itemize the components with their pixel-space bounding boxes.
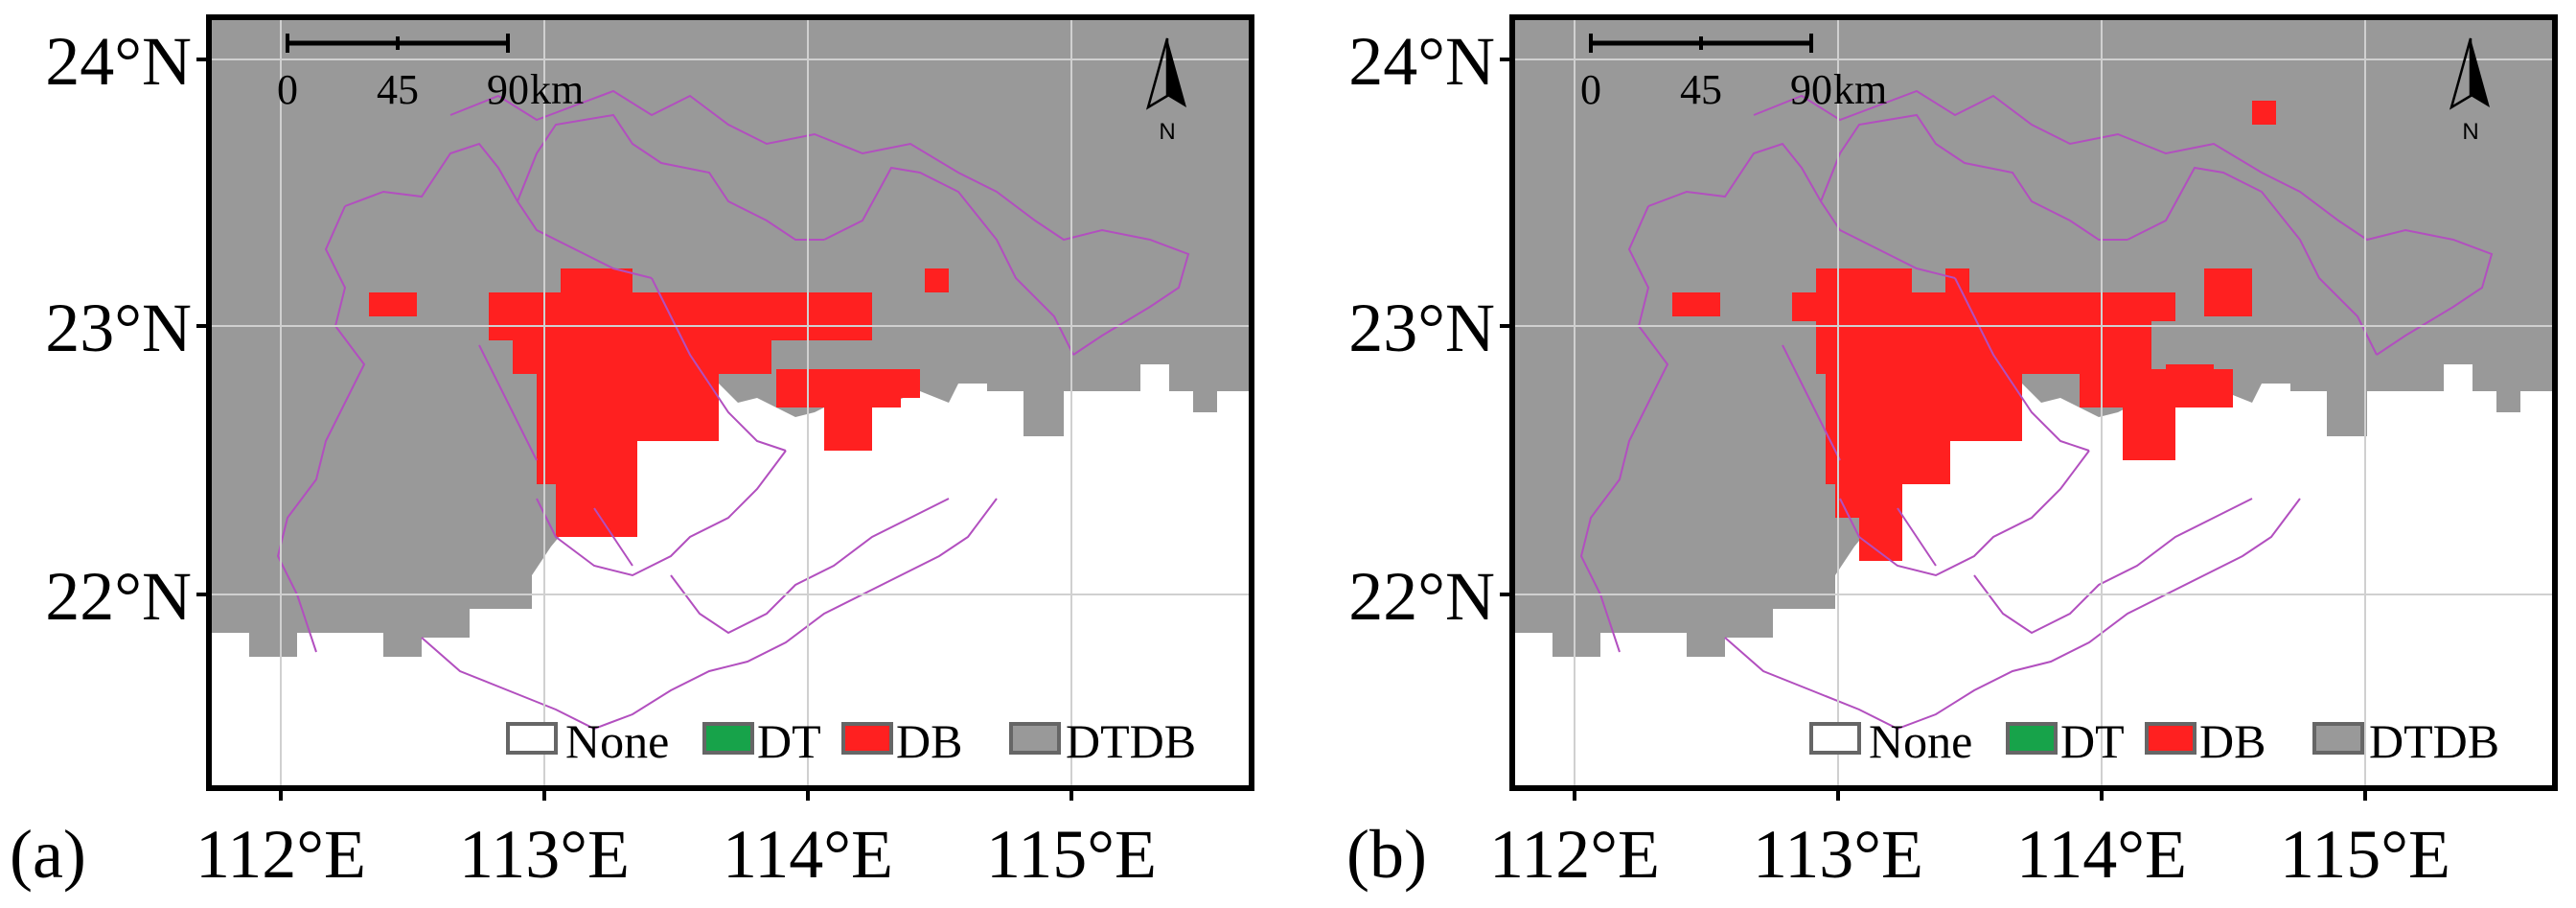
legend-swatch-dtdb <box>2312 722 2364 755</box>
legend-label-none: None <box>565 714 669 768</box>
legend-label-db: DB <box>2199 714 2266 768</box>
x-axis-b: 112°E 113°E 114°E 115°E <box>1489 788 2450 893</box>
panel-b: 0 45 90 km N None DT DB DTDB 24°N 23°N <box>1346 14 2558 893</box>
legend-label-db: DB <box>896 714 962 768</box>
scale-label-90: 90 <box>1790 66 1832 113</box>
north-label: N <box>2462 119 2478 145</box>
x-tick-113e: 113°E <box>459 816 630 893</box>
legend-label-dt: DT <box>757 714 821 768</box>
admin-boundaries <box>1579 89 2494 731</box>
graticule <box>1512 17 2555 788</box>
legend: None DT DB DTDB <box>1809 714 2499 768</box>
scale-label-90: 90 <box>487 66 529 113</box>
frame-b <box>1509 14 2558 791</box>
y-tick-23n: 23°N <box>1348 290 1495 366</box>
legend-swatch-db <box>841 722 893 755</box>
y-axis-a: 24°N 23°N 22°N <box>45 23 209 635</box>
scale-label-45: 45 <box>377 66 419 113</box>
y-tick-24n: 24°N <box>45 23 192 100</box>
x-axis-a: 112°E 113°E 114°E 115°E <box>196 788 1157 893</box>
scale-unit: km <box>530 66 584 113</box>
x-tick-113e: 113°E <box>1753 816 1923 893</box>
legend-label-dt: DT <box>2060 714 2125 768</box>
legend-label-dtdb: DTDB <box>1066 714 1196 768</box>
legend-label-none: None <box>1869 714 1972 768</box>
y-tick-22n: 22°N <box>1348 558 1495 635</box>
scale-label-45: 45 <box>1680 66 1722 113</box>
scale-unit: km <box>1833 66 1887 113</box>
graticule <box>209 17 1252 788</box>
panel-label-b: (b) <box>1346 816 1427 893</box>
x-tick-114e: 114°E <box>2016 816 2187 893</box>
frame-a <box>206 14 1254 791</box>
scale-label-0: 0 <box>277 66 298 113</box>
north-arrow-icon: N <box>2449 37 2490 145</box>
legend-label-dtdb: DTDB <box>2369 714 2499 768</box>
legend-swatch-none <box>1809 722 1861 755</box>
legend: None DT DB DTDB <box>506 714 1196 768</box>
y-tick-23n: 23°N <box>45 290 192 366</box>
x-tick-112e: 112°E <box>1489 816 1660 893</box>
x-tick-112e: 112°E <box>196 816 366 893</box>
db-region <box>369 268 949 537</box>
legend-swatch-dt <box>2006 722 2058 755</box>
legend-swatch-dtdb <box>1009 722 1061 755</box>
scale-bar: 0 45 90 km <box>277 34 584 113</box>
legend-swatch-dt <box>702 722 754 755</box>
north-label: N <box>1159 119 1175 145</box>
legend-swatch-none <box>506 722 558 755</box>
panel-label-a: (a) <box>10 816 86 893</box>
x-tick-114e: 114°E <box>723 816 893 893</box>
scale-bar: 0 45 90 km <box>1580 34 1887 113</box>
north-arrow-icon: N <box>1145 37 1186 145</box>
x-tick-115e: 115°E <box>2280 816 2450 893</box>
y-tick-24n: 24°N <box>1348 23 1495 100</box>
y-tick-22n: 22°N <box>45 558 192 635</box>
scale-label-0: 0 <box>1580 66 1601 113</box>
x-tick-115e: 115°E <box>986 816 1157 893</box>
panel-a: 0 45 90 km N None DT DB DTDB 24°N <box>10 14 1254 893</box>
legend-swatch-db <box>2145 722 2196 755</box>
y-axis-b: 24°N 23°N 22°N <box>1348 23 1512 635</box>
